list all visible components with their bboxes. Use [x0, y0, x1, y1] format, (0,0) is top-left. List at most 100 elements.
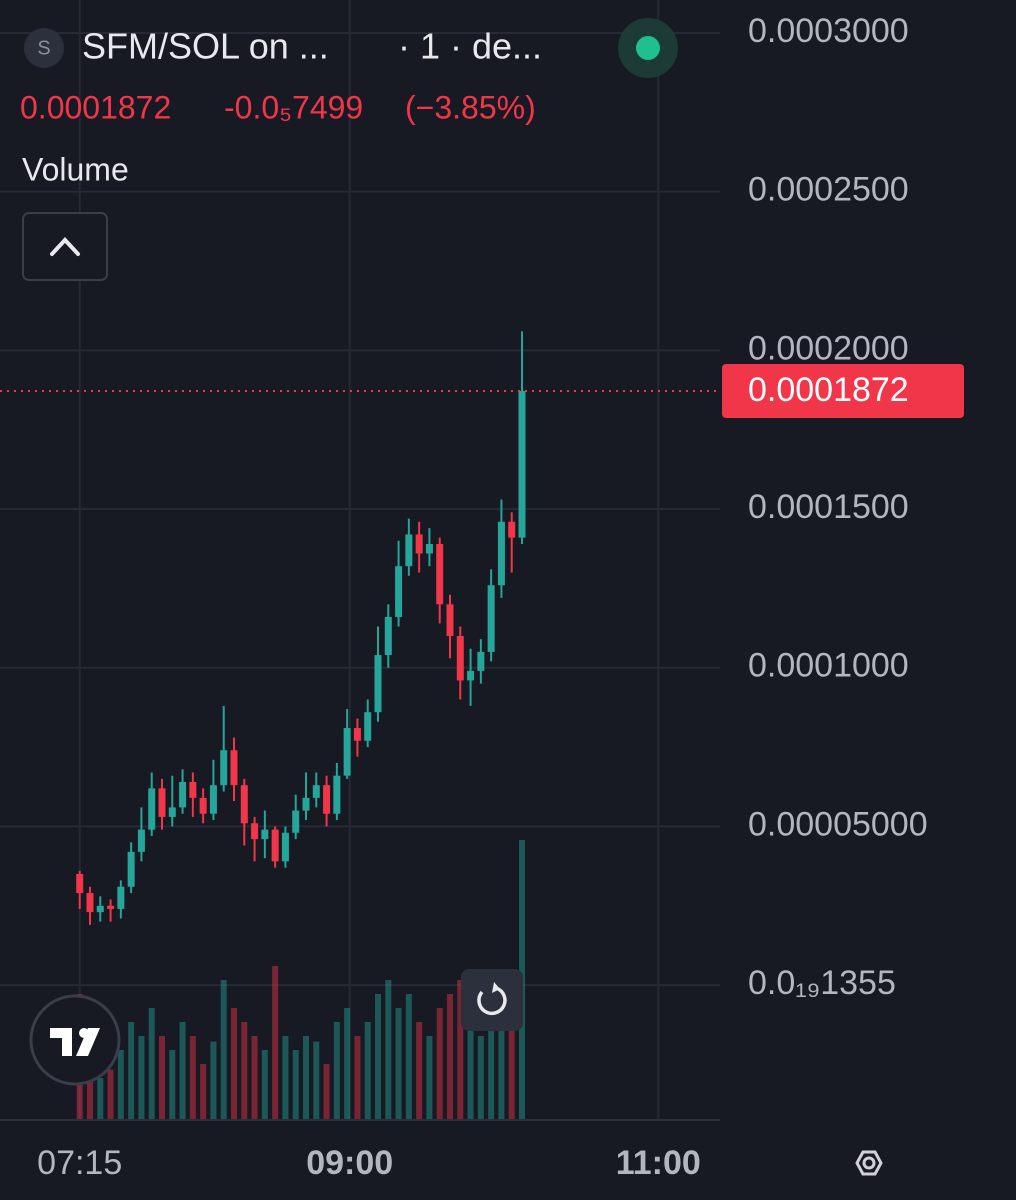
candle-body — [477, 651, 485, 671]
volume-bar — [395, 1008, 402, 1120]
volume-bar — [87, 1064, 93, 1120]
volume-bar — [169, 1050, 176, 1120]
volume-bar — [477, 1036, 484, 1120]
candle-body — [168, 807, 176, 817]
candle-body — [353, 728, 361, 741]
symbol-icon — [24, 28, 64, 68]
candle-body — [240, 785, 248, 824]
interval[interactable]: · 1 · de... — [398, 26, 542, 67]
reset-arrow — [492, 982, 500, 993]
candle-body — [230, 750, 238, 786]
candle-body — [271, 829, 279, 862]
y-tick-label: 0.0001000 — [748, 647, 909, 685]
grid — [0, 0, 720, 1120]
volume-bar — [97, 1078, 104, 1120]
candle-body — [127, 851, 135, 887]
volume-bar — [498, 980, 505, 1120]
y-tick-label: 0.0003000 — [748, 12, 909, 50]
candle-body — [76, 874, 84, 894]
volume-bar — [303, 1036, 309, 1120]
price-tag-label: 0.0001872 — [748, 371, 909, 409]
volume-bar — [488, 994, 495, 1120]
candle-body — [220, 750, 228, 786]
candle-body — [137, 829, 145, 852]
candle-body — [179, 782, 187, 808]
volume-bar — [179, 1022, 186, 1120]
y-tick-label: 0.0002000 — [748, 329, 909, 367]
volume-bar — [364, 1022, 371, 1120]
candle-body — [312, 785, 320, 798]
candle-body — [302, 797, 310, 811]
candle-body — [374, 655, 382, 713]
candle-body — [425, 543, 433, 554]
volume-bar — [292, 1050, 299, 1120]
volume-bar — [344, 1008, 351, 1120]
volume-bar — [375, 994, 381, 1120]
candle-body — [209, 785, 217, 814]
reset-button[interactable] — [461, 969, 523, 1031]
y-tick-label: 0.0₁₉1355 — [748, 964, 896, 1002]
candle-body — [446, 604, 454, 637]
candle-body — [436, 543, 444, 605]
volume-bar — [261, 1050, 268, 1120]
volume-bars — [76, 840, 525, 1120]
settings-icon[interactable] — [855, 1150, 883, 1176]
candle-body — [117, 886, 125, 909]
candle-body — [405, 534, 413, 567]
volume-bar — [313, 1041, 320, 1120]
volume-bar — [405, 994, 412, 1120]
volume-bar — [436, 1008, 443, 1120]
candle-body — [323, 785, 331, 814]
candle-body — [261, 829, 269, 840]
price-tag — [722, 364, 964, 419]
candle-body — [189, 782, 197, 798]
tradingview-logo[interactable] — [29, 994, 121, 1086]
candle-body — [395, 566, 403, 617]
candle-body — [384, 616, 392, 656]
x-tick-label: 11:00 — [616, 1144, 701, 1182]
volume-bar — [159, 1036, 165, 1120]
candle-body — [487, 585, 495, 652]
reset-icon — [477, 986, 507, 1016]
volume-bar — [354, 1036, 361, 1120]
symbol-icon-letter: S — [37, 37, 50, 59]
settings-icon-center — [862, 1156, 876, 1170]
candle-body — [343, 728, 351, 776]
y-tick-label: 0.0002500 — [748, 171, 909, 209]
volume-bar — [251, 1036, 258, 1120]
candle-body — [508, 521, 516, 538]
candle-body — [292, 810, 300, 833]
status-dot — [636, 36, 660, 60]
collapse-button[interactable] — [22, 212, 108, 281]
volume-bar — [447, 994, 453, 1120]
x-tick-label: 07:15 — [37, 1144, 122, 1182]
volume-bar — [128, 1022, 135, 1120]
candle-body — [199, 797, 207, 814]
candle-body — [107, 905, 115, 909]
candle-body — [86, 893, 94, 913]
volume-bar — [210, 1041, 217, 1120]
candles — [76, 331, 526, 925]
volume-bar — [457, 980, 464, 1120]
candle-body — [497, 521, 505, 586]
volume-bar — [189, 1036, 196, 1120]
y-tick-label: 0.0001500 — [748, 488, 909, 526]
volume-bar — [426, 1036, 433, 1120]
volume-bar — [385, 980, 392, 1120]
candle-body — [281, 832, 289, 862]
last-price: 0.0001872 — [20, 89, 171, 125]
volume-bar — [107, 1069, 114, 1120]
volume-bar — [333, 1022, 340, 1120]
volume-bar — [323, 1064, 330, 1120]
chart-title[interactable]: SFM/SOL on ... — [82, 26, 329, 67]
x-tick-label: 09:00 — [306, 1144, 393, 1182]
candle-body — [251, 823, 259, 840]
change-pct: (−3.85%) — [405, 89, 536, 125]
candle-body — [158, 788, 166, 817]
volume-bar — [200, 1064, 207, 1120]
change: -0.0₅7499 — [224, 89, 363, 125]
candle-body — [96, 905, 104, 913]
candle-body — [364, 712, 372, 741]
volume-bar — [231, 1008, 237, 1120]
